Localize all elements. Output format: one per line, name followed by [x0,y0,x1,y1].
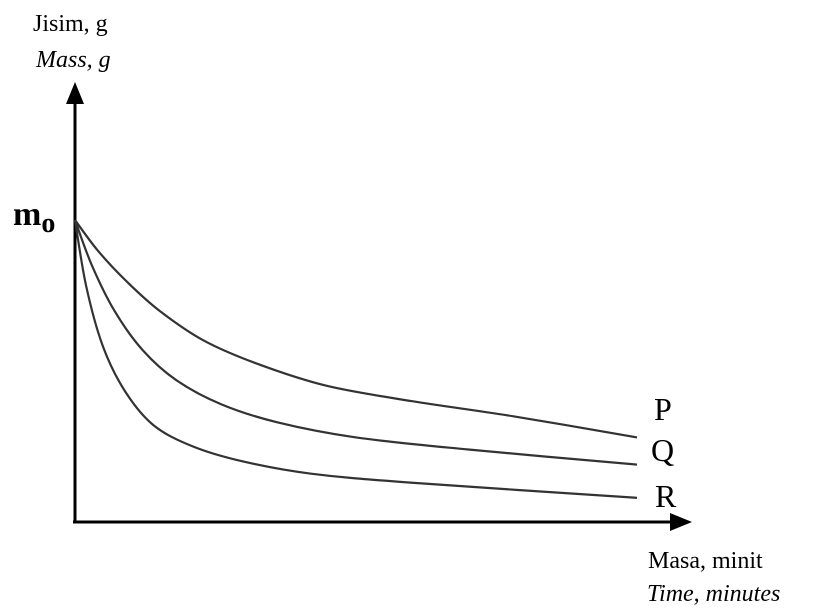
series-label-p: P [654,391,672,427]
initial-mass-subscript: o [41,208,56,239]
curve-p [74,219,638,439]
y-axis-label-english: Mass, g [36,47,111,73]
curve-q [73,219,638,466]
x-axis-label-english: Time, minutes [647,581,781,607]
x-axis-arrow [670,513,692,531]
curve-r [73,219,638,499]
series-label-q: Q [651,432,675,468]
x-axis-label: Masa, minit [648,548,763,574]
initial-mass-symbol: m [13,196,42,233]
series-label-r: R [655,478,677,514]
y-axis-arrow [66,82,84,104]
y-axis-label: Jisim, g [33,11,108,37]
initial-mass-label: mo [13,198,55,238]
series-group [73,219,638,499]
